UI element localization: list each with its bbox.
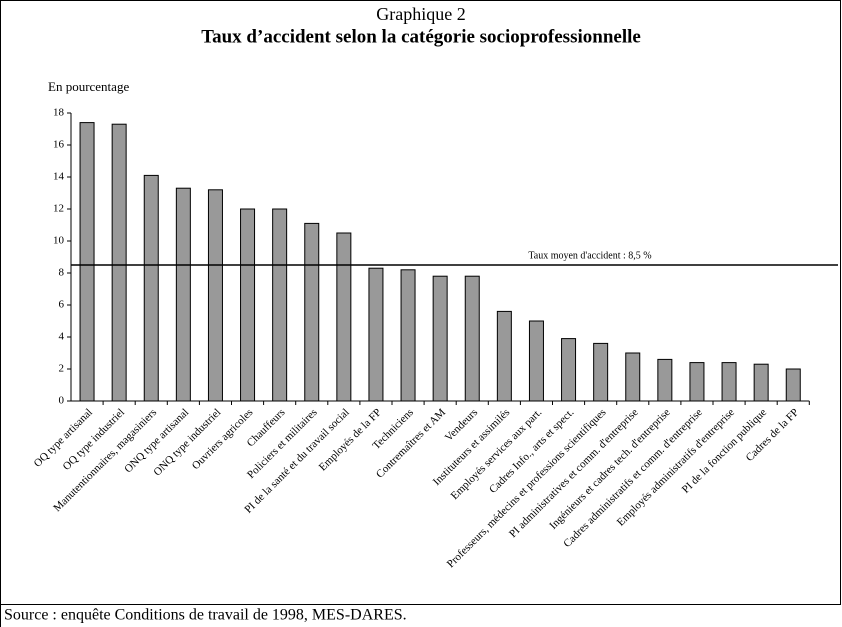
source: Source : enquête Conditions de travail d… <box>4 607 407 624</box>
bar <box>464 275 480 402</box>
y-tick-label: 16 <box>53 139 65 151</box>
x-tick-label: Employés administratifs d'entreprise <box>615 406 737 528</box>
y-tick-label: 10 <box>53 235 65 247</box>
y-tick-label: 0 <box>59 395 65 407</box>
bar <box>432 275 448 402</box>
frame <box>0 0 841 605</box>
y-tick-label: 2 <box>59 363 65 375</box>
bar <box>143 174 159 402</box>
bar <box>111 123 127 402</box>
chart-title: Taux d’accident selon la catégorie socio… <box>201 26 641 47</box>
bar <box>785 368 801 402</box>
bar <box>721 362 737 402</box>
bar <box>625 352 641 402</box>
y-tick-label: 14 <box>53 171 65 183</box>
bar <box>593 342 609 402</box>
bar <box>304 222 320 402</box>
bar <box>689 362 705 402</box>
y-tick-label: 6 <box>59 299 65 311</box>
bar <box>336 232 352 402</box>
y-tick-label: 4 <box>59 331 65 343</box>
y-tick-label: 8 <box>59 267 65 279</box>
bar <box>657 358 673 402</box>
bar <box>368 267 384 402</box>
bar <box>79 122 95 402</box>
y-tick-label: 18 <box>53 107 65 119</box>
bar <box>207 189 223 402</box>
chart-supertitle: Graphique 2 <box>376 4 465 24</box>
bar <box>528 320 544 402</box>
reference-label: Taux moyen d'accident : 8,5 % <box>528 250 651 261</box>
x-tick-label: OQ type artisanal <box>32 406 95 469</box>
y-tick-label: 12 <box>53 203 64 215</box>
y-axis-label: En pourcentage <box>48 79 129 94</box>
bar <box>496 310 512 402</box>
bar <box>240 208 256 402</box>
bar <box>561 338 577 402</box>
bar <box>400 269 416 402</box>
bar <box>753 363 769 402</box>
bar <box>175 187 191 402</box>
bar <box>272 208 288 402</box>
